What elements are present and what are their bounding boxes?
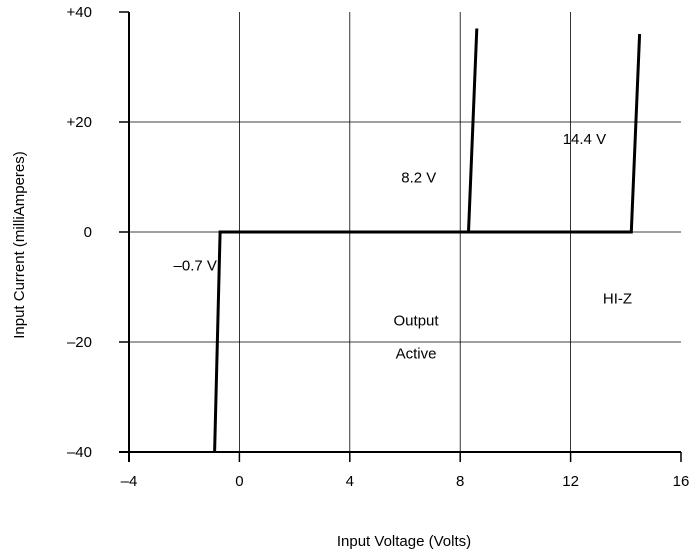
x-tick-label: 16 <box>673 473 690 490</box>
y-tick-label: –40 <box>67 444 92 461</box>
y-tick-label: +20 <box>67 114 92 131</box>
annotation-label: Active <box>396 346 437 363</box>
y-tick-label: 0 <box>84 224 92 241</box>
annotation-label: 14.4 V <box>563 131 606 148</box>
data-series <box>213 28 642 453</box>
x-tick-label: 12 <box>562 473 579 490</box>
x-tick-label: –4 <box>121 473 138 490</box>
annotation-label: Output <box>394 313 440 330</box>
series-line <box>468 33 642 234</box>
x-tick-label: 0 <box>235 473 243 490</box>
annotation-label: –0.7 V <box>174 258 217 275</box>
annotation-label: HI-Z <box>603 291 632 308</box>
axes-frame <box>119 11 682 462</box>
y-tick-labels: +40 +20 0 –20 –40 <box>67 4 92 461</box>
x-tick-label: 8 <box>456 473 464 490</box>
x-tick-label: 4 <box>346 473 354 490</box>
y-axis-title: Input Current (milliAmperes) <box>11 151 28 339</box>
annotation-label: 8.2 V <box>401 170 436 187</box>
x-axis-title: Input Voltage (Volts) <box>337 533 471 550</box>
y-tick-label: +40 <box>67 4 92 21</box>
y-tick-label: –20 <box>67 334 92 351</box>
series-line <box>213 28 479 453</box>
x-tick-labels: –4 0 4 8 12 16 <box>121 473 690 490</box>
annotations: 14.4 V 8.2 V –0.7 V Output Active HI-Z <box>174 131 633 363</box>
